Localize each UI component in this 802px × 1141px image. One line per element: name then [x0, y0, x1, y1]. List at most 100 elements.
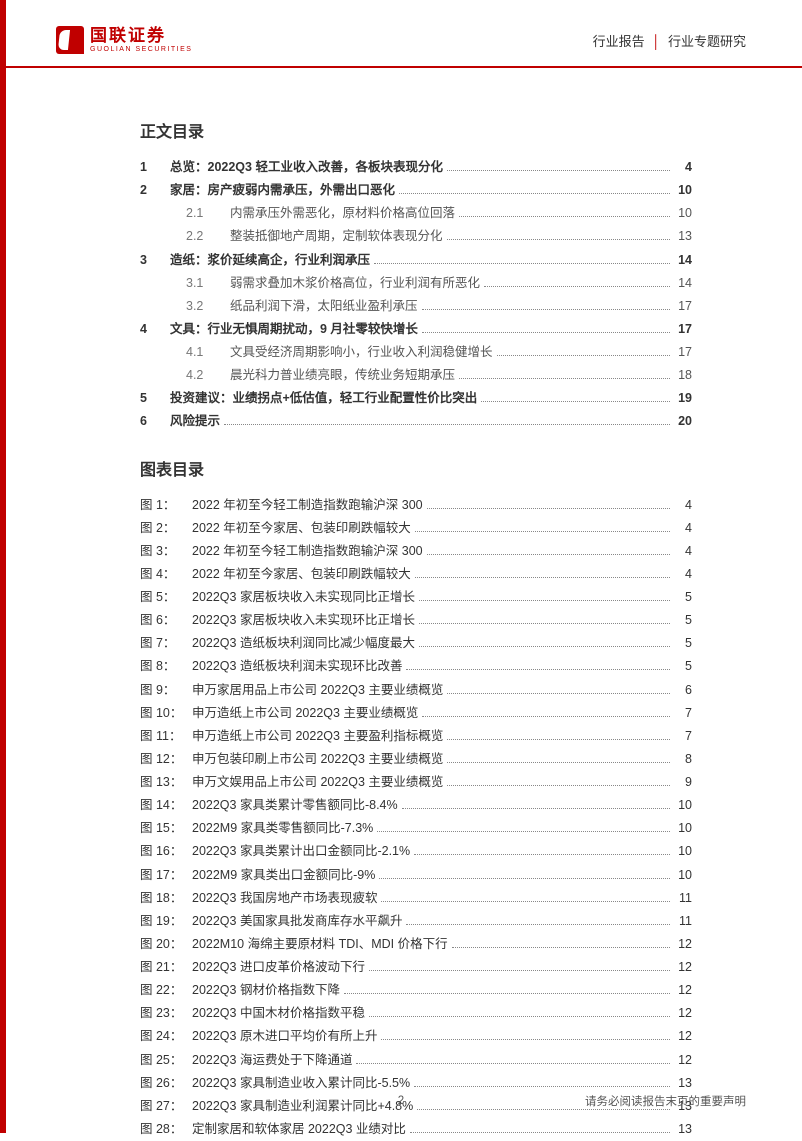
figure-number: 图 11： — [140, 725, 192, 748]
figure-label: 定制家居和软体家居 2022Q3 业绩对比 — [192, 1118, 406, 1141]
figure-number: 图 28： — [140, 1118, 192, 1141]
figure-row: 图 20：2022M10 海绵主要原材料 TDI、MDI 价格下行 12 — [140, 933, 692, 956]
figure-label: 2022Q3 海运费处于下降通道 — [192, 1049, 352, 1072]
figure-number: 图 12： — [140, 748, 192, 771]
brand-logo: 国联证券 GUOLIAN SECURITIES — [56, 26, 192, 54]
toc-number: 1 — [140, 156, 162, 179]
figure-number: 图 25： — [140, 1049, 192, 1072]
toc-number: 4.2 — [186, 364, 222, 387]
figure-leader-dots — [377, 831, 670, 832]
figure-page: 4 — [674, 517, 692, 540]
toc-number: 2.2 — [186, 225, 222, 248]
figure-leader-dots — [415, 531, 670, 532]
toc-row: 2.2整装抵御地产周期，定制软体表现分化13 — [140, 225, 692, 248]
figure-row: 图 28：定制家居和软体家居 2022Q3 业绩对比13 — [140, 1118, 692, 1141]
toc-label: 文具：行业无惧周期扰动，9 月社零较快增长 — [170, 318, 418, 341]
toc-label: 风险提示 — [170, 410, 220, 433]
figure-page: 11 — [674, 887, 692, 910]
toc-number: 4.1 — [186, 341, 222, 364]
toc-row: 3 造纸：浆价延续高企，行业利润承压 14 — [140, 249, 692, 272]
figure-page: 4 — [674, 494, 692, 517]
figure-page: 9 — [674, 771, 692, 794]
figure-page: 5 — [674, 632, 692, 655]
figures-title: 图表目录 — [140, 456, 692, 480]
figure-label: 2022M9 家具类零售额同比-7.3% — [192, 817, 373, 840]
figure-label: 2022Q3 家居板块收入未实现环比正增长 — [192, 609, 415, 632]
tag-right: 行业专题研究 — [668, 34, 746, 49]
toc-leader-dots — [481, 401, 670, 402]
figure-row: 图 26：2022Q3 家具制造业收入累计同比-5.5%13 — [140, 1072, 692, 1095]
figure-row: 图 4：2022 年初至今家居、包装印刷跌幅较大4 — [140, 563, 692, 586]
figure-page: 12 — [674, 979, 692, 1002]
toc-number: 2 — [140, 179, 162, 202]
toc-number: 2.1 — [186, 202, 222, 225]
figure-row: 图 19：2022Q3 美国家具批发商库存水平飙升11 — [140, 910, 692, 933]
toc-leader-dots — [459, 216, 670, 217]
figure-page: 10 — [674, 794, 692, 817]
figure-number: 图 14： — [140, 794, 192, 817]
tag-separator: │ — [652, 34, 660, 49]
figure-label: 2022Q3 家具制造业收入累计同比-5.5% — [192, 1072, 410, 1095]
figure-label: 2022Q3 我国房地产市场表现疲软 — [192, 887, 377, 910]
toc-number: 5 — [140, 387, 162, 410]
toc-label: 内需承压外需恶化，原材料价格高位回落 — [230, 202, 455, 225]
figure-leader-dots — [369, 1016, 670, 1017]
toc-row: 2家居：房产疲弱内需承压，外需出口恶化10 — [140, 179, 692, 202]
toc-leader-dots — [497, 355, 670, 356]
toc-row: 3.2纸品利润下滑，太阳纸业盈利承压17 — [140, 295, 692, 318]
figure-number: 图 23： — [140, 1002, 192, 1025]
toc-label: 总览：2022Q3 轻工业收入改善，各板块表现分化 — [170, 156, 443, 179]
brand-name-en: GUOLIAN SECURITIES — [90, 46, 192, 53]
figure-page: 12 — [674, 933, 692, 956]
toc-leader-dots — [447, 170, 670, 171]
figure-page: 4 — [674, 563, 692, 586]
toc-label: 弱需求叠加木浆价格高位，行业利润有所恶化 — [230, 272, 480, 295]
figure-label: 2022M10 海绵主要原材料 TDI、MDI 价格下行 — [192, 933, 448, 956]
brand-name-cn: 国联证券 — [90, 27, 192, 44]
figure-label: 2022Q3 造纸板块利润未实现环比改善 — [192, 655, 402, 678]
figure-row: 图 3：2022 年初至今轻工制造指数跑输沪深 3004 — [140, 540, 692, 563]
left-accent-bar — [0, 0, 6, 1133]
figure-leader-dots — [427, 508, 670, 509]
figure-page: 10 — [674, 817, 692, 840]
figure-row: 图 13：申万文娱用品上市公司 2022Q3 主要业绩概览9 — [140, 771, 692, 794]
figure-number: 图 6： — [140, 609, 192, 632]
toc-leader-dots — [399, 193, 670, 194]
figure-label: 2022M9 家具类出口金额同比-9% — [192, 864, 375, 887]
toc-label: 晨光科力普业绩亮眼，传统业务短期承压 — [230, 364, 455, 387]
figure-label: 2022Q3 钢材价格指数下降 — [192, 979, 340, 1002]
toc-label: 文具受经济周期影响小，行业收入利润稳健增长 — [230, 341, 493, 364]
figure-label: 申万文娱用品上市公司 2022Q3 主要业绩概览 — [192, 771, 443, 794]
figure-leader-dots — [447, 739, 670, 740]
toc-page: 17 — [674, 341, 692, 364]
figure-label: 2022 年初至今轻工制造指数跑输沪深 300 — [192, 540, 423, 563]
figure-page: 4 — [674, 540, 692, 563]
toc-page: 14 — [674, 249, 692, 272]
figure-leader-dots — [379, 878, 670, 879]
figure-leader-dots — [369, 970, 670, 971]
figure-leader-dots — [447, 693, 670, 694]
figure-label: 申万造纸上市公司 2022Q3 主要盈利指标概览 — [192, 725, 443, 748]
page-header: 国联证券 GUOLIAN SECURITIES 行业报告 │ 行业专题研究 — [0, 0, 802, 68]
figure-row: 图 25：2022Q3 海运费处于下降通道12 — [140, 1049, 692, 1072]
figure-leader-dots — [422, 716, 670, 717]
brand-logo-text: 国联证券 GUOLIAN SECURITIES — [90, 27, 192, 53]
toc-label: 造纸：浆价延续高企，行业利润承压 — [170, 249, 370, 272]
figure-page: 12 — [674, 956, 692, 979]
figures-list: 图 1：2022 年初至今轻工制造指数跑输沪深 3004图 2：2022 年初至… — [140, 494, 692, 1141]
toc-number: 4 — [140, 318, 162, 341]
figure-label: 2022Q3 美国家具批发商库存水平飙升 — [192, 910, 402, 933]
toc-number: 6 — [140, 410, 162, 433]
figure-number: 图 26： — [140, 1072, 192, 1095]
figure-leader-dots — [402, 808, 670, 809]
figure-number: 图 20： — [140, 933, 192, 956]
figure-row: 图 16：2022Q3 家具类累计出口金额同比-2.1%10 — [140, 840, 692, 863]
figure-label: 2022Q3 家具类累计出口金额同比-2.1% — [192, 840, 410, 863]
figure-number: 图 9： — [140, 679, 192, 702]
figure-leader-dots — [415, 577, 670, 578]
figure-row: 图 23：2022Q3 中国木材价格指数平稳12 — [140, 1002, 692, 1025]
toc-leader-dots — [422, 309, 670, 310]
figure-row: 图 15：2022M9 家具类零售额同比-7.3%10 — [140, 817, 692, 840]
toc-number: 3 — [140, 249, 162, 272]
figure-leader-dots — [406, 669, 670, 670]
